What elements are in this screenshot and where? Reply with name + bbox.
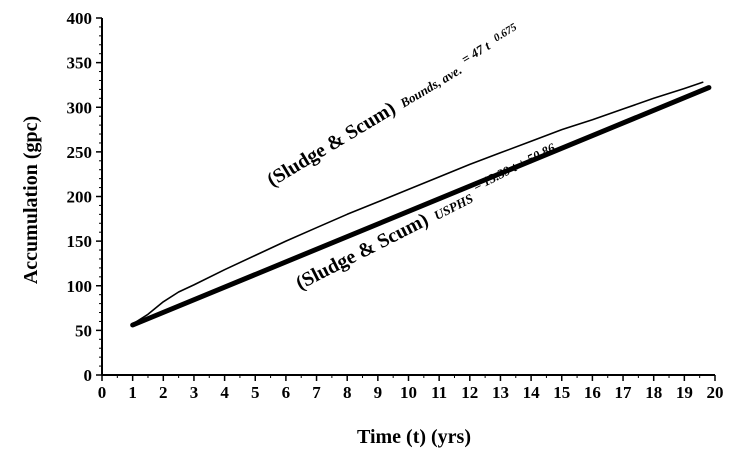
axes <box>101 18 715 376</box>
x-tick-label: 9 <box>374 383 383 402</box>
x-tick-label: 8 <box>343 383 352 402</box>
x-tick-label: 13 <box>492 383 509 402</box>
ticks <box>96 17 716 381</box>
bounds-annotation-eq: = 47 t <box>459 38 493 67</box>
x-tick-label: 17 <box>615 383 633 402</box>
y-tick-label: 100 <box>67 277 93 296</box>
x-tick-label: 2 <box>159 383 168 402</box>
y-axis-title: Accumulation (gpc) <box>20 116 42 284</box>
x-tick-label: 3 <box>190 383 199 402</box>
x-tick-label: 18 <box>645 383 662 402</box>
x-tick-label: 20 <box>707 383 724 402</box>
tick-labels: 0 1 2 3 4 5 6 7 8 9 10 11 12 13 14 15 16 17 18 19 2005010015… <box>67 9 724 402</box>
x-tick-label: 15 <box>553 383 570 402</box>
series-line-bounds <box>131 81 704 325</box>
x-tick-label: 0 <box>98 383 107 402</box>
y-tick-label: 200 <box>67 188 93 207</box>
x-tick-label: 14 <box>523 383 541 402</box>
usphs-annotation: (Sludge & Scum) USPHS = 13.39 t + 50.86 <box>291 140 562 295</box>
y-tick-label: 350 <box>67 54 93 73</box>
y-tick-label: 150 <box>67 232 93 251</box>
bounds-annotation-main: (Sludge & Scum) <box>263 97 399 191</box>
bounds-annotation: (Sludge & Scum) Bounds, ave. = 47 t 0.67… <box>262 20 525 191</box>
x-axis-title: Time (t) (yrs) <box>357 426 471 448</box>
x-tick-label: 5 <box>251 383 260 402</box>
x-tick-label: 16 <box>584 383 601 402</box>
y-tick-label: 50 <box>75 321 92 340</box>
series-line-usphs <box>130 85 712 328</box>
y-tick-label: 400 <box>67 9 93 28</box>
series <box>130 81 712 328</box>
bounds-annotation-exp: 0.675 <box>492 21 520 44</box>
y-tick-label: 0 <box>84 366 93 385</box>
y-tick-label: 300 <box>67 98 93 117</box>
x-tick-label: 12 <box>461 383 478 402</box>
y-tick-label: 250 <box>67 143 93 162</box>
x-tick-label: 6 <box>282 383 291 402</box>
x-tick-label: 1 <box>128 383 137 402</box>
x-tick-label: 4 <box>220 383 229 402</box>
x-tick-label: 7 <box>312 383 321 402</box>
bounds-annotation-sub: Bounds, ave. <box>397 62 465 111</box>
x-tick-label: 10 <box>400 383 417 402</box>
x-tick-label: 19 <box>676 383 693 402</box>
x-tick-label: 11 <box>431 383 447 402</box>
